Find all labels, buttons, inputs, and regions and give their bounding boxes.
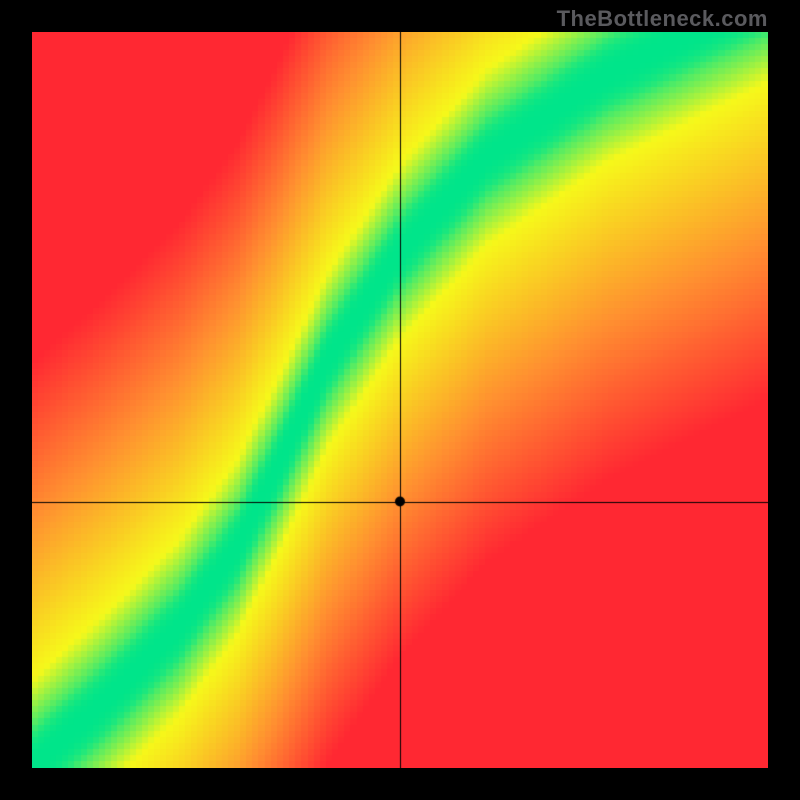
watermark-text: TheBottleneck.com <box>557 6 768 32</box>
chart-container: TheBottleneck.com <box>0 0 800 800</box>
bottleneck-heatmap <box>32 32 768 768</box>
